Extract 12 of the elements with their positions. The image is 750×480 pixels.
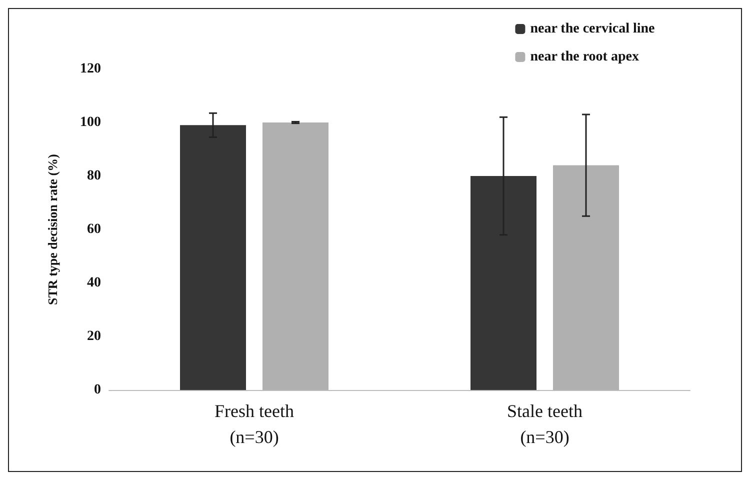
legend-label: near the cervical line bbox=[530, 22, 655, 36]
y-axis-title: STR type decision rate (%) bbox=[45, 154, 60, 305]
y-tick-label: 40 bbox=[87, 276, 101, 290]
y-tick-label: 120 bbox=[80, 62, 101, 76]
y-tick-label: 80 bbox=[87, 168, 101, 184]
y-tick-label: 100 bbox=[80, 115, 101, 130]
x-tick-label: Fresh teeth (n=30) bbox=[214, 401, 294, 447]
y-tick-label: 20 bbox=[87, 329, 101, 344]
x-tick-label: Stale teeth (n=30) bbox=[507, 401, 582, 447]
legend-label: near the root apex bbox=[530, 50, 639, 64]
y-tick-label: 60 bbox=[87, 222, 101, 237]
y-tick-label: 0 bbox=[94, 382, 101, 398]
